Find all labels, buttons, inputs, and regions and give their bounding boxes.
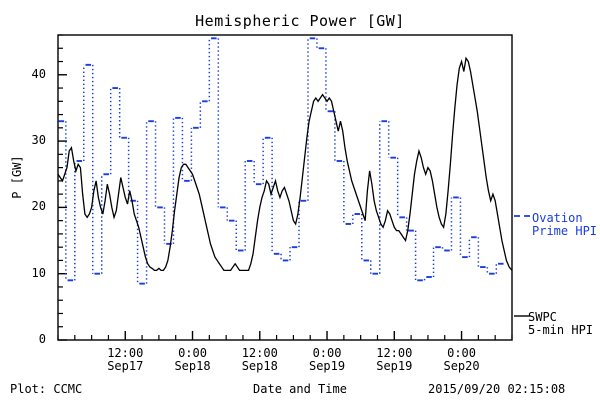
x-axis-label: Date and Time — [253, 382, 347, 396]
legend-ovation-line1: Ovation — [532, 211, 583, 225]
plot-credit: Plot: CCMC — [10, 382, 83, 396]
legend-ovation-line2: Prime HPI — [532, 224, 598, 238]
series-ovation-prime-hpi — [58, 37, 504, 285]
x-tick-label: 12:00 Sep17 — [107, 346, 144, 373]
y-tick-label: 30 — [31, 133, 46, 148]
x-tick-label: 12:00 Sep19 — [376, 346, 413, 373]
legend — [514, 215, 530, 317]
render-timestamp: 2015/09/20 02:15:08 — [428, 382, 566, 396]
series-swpc-5min-hpi — [57, 56, 513, 272]
x-tick-label: 12:00 Sep18 — [241, 346, 278, 373]
x-ticks — [57, 331, 513, 340]
plot-frame — [57, 34, 513, 341]
y-ticks — [58, 34, 67, 341]
x-tick-label: 0:00 Sep19 — [308, 346, 346, 373]
x-tick-label: 0:00 Sep20 — [443, 346, 480, 373]
y-tick-label: 0 — [38, 332, 46, 346]
y-tick-label: 10 — [31, 265, 46, 280]
axes-frame — [57, 34, 513, 341]
swpc-line-path — [57, 56, 513, 272]
y-tick-label: 20 — [31, 199, 46, 214]
y-tick-label: 40 — [31, 66, 46, 81]
legend-swpc-line2: 5-min HPI — [528, 323, 594, 337]
legend-ovation-label: Ovation Prime HPI — [532, 212, 597, 238]
chart-title: Hemispheric Power [GW] — [195, 12, 405, 30]
legend-swpc-line1: SWPC — [528, 310, 557, 324]
legend-swpc-label: SWPC 5-min HPI — [528, 311, 593, 337]
x-tick-label: 0:00 Sep18 — [174, 346, 211, 373]
